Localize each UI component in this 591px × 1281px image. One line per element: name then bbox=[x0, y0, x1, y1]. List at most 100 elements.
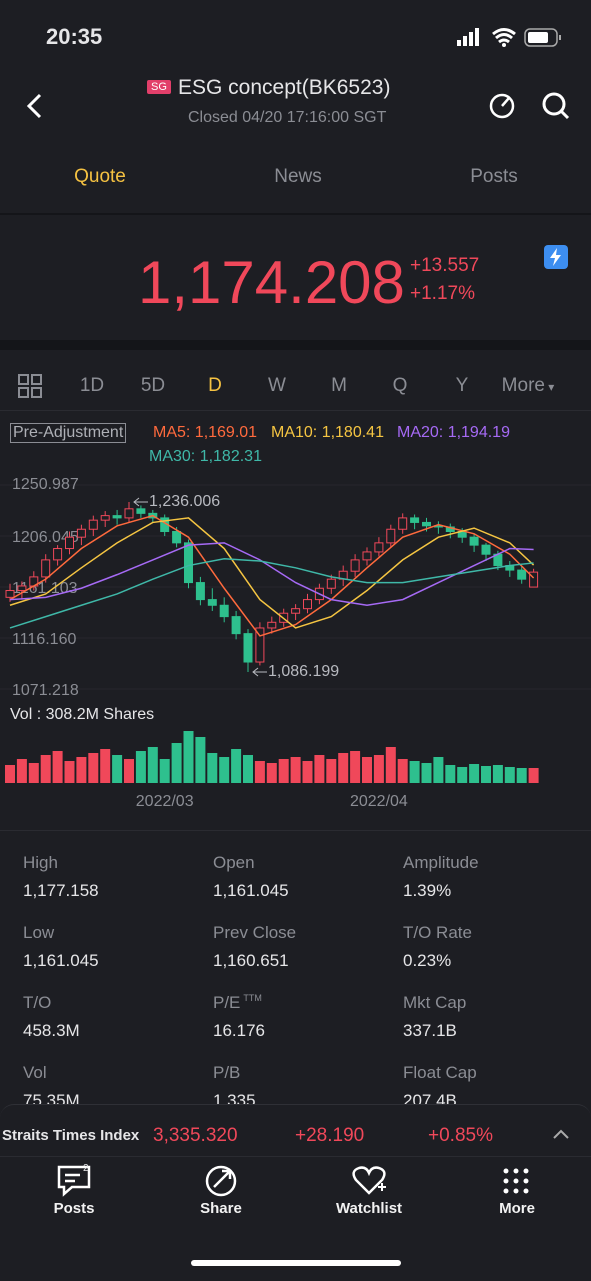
volume-bar bbox=[373, 755, 384, 783]
expand-icon[interactable] bbox=[551, 1126, 571, 1142]
stat-value: 1.39% bbox=[403, 881, 452, 900]
period-tab[interactable]: 5D bbox=[140, 375, 166, 396]
layout-icon[interactable] bbox=[18, 374, 42, 398]
nav-item[interactable]: Watchlist bbox=[335, 1200, 403, 1217]
volume-bar bbox=[278, 759, 289, 783]
period-tab[interactable]: Q bbox=[392, 375, 408, 396]
ma-label: MA30: 1,182.31 bbox=[149, 448, 262, 465]
tab[interactable]: Quote bbox=[74, 166, 126, 187]
volume-bar bbox=[64, 761, 75, 783]
volume-bar bbox=[195, 737, 206, 783]
candle-body bbox=[350, 559, 360, 572]
volume-bar bbox=[52, 751, 63, 783]
stat-item: Mkt Cap 337.1B bbox=[403, 993, 591, 1041]
stat-sup: TTM bbox=[243, 993, 262, 1004]
divider bbox=[0, 830, 591, 831]
nav-item[interactable]: Posts bbox=[53, 1200, 95, 1217]
candle-body bbox=[172, 531, 182, 544]
clock: 20:35 bbox=[46, 24, 103, 49]
candle-body bbox=[374, 542, 384, 553]
y-tick-label: 1250.987 bbox=[12, 476, 79, 493]
flash-icon[interactable] bbox=[544, 245, 568, 269]
nav-item[interactable]: Share bbox=[200, 1200, 242, 1217]
period-tab[interactable]: M bbox=[331, 375, 347, 396]
tab[interactable]: Posts bbox=[470, 166, 518, 187]
stat-label: Prev Close bbox=[213, 923, 297, 942]
ma-label: MA5: 1,169.01 bbox=[153, 424, 258, 441]
period-tab[interactable]: D bbox=[208, 375, 222, 396]
volume-bar bbox=[124, 759, 134, 783]
header-actions[interactable] bbox=[488, 90, 572, 122]
ma-label: MA20: 1,194.19 bbox=[397, 424, 510, 441]
stat-label: P/E TTM bbox=[213, 993, 262, 1012]
volume-bar bbox=[481, 766, 491, 783]
volume-bar bbox=[135, 751, 146, 783]
index-last: 3,335.320 bbox=[153, 1125, 238, 1146]
volume-bar bbox=[171, 743, 182, 783]
period-tab[interactable]: Y bbox=[455, 375, 469, 396]
candle-body bbox=[5, 590, 15, 598]
index-pct: +0.85% bbox=[428, 1125, 493, 1146]
stat-label: T/O bbox=[23, 993, 52, 1012]
ma-line bbox=[9, 514, 535, 637]
volume-bar bbox=[362, 757, 372, 783]
volume-label: Vol : 308.2M Shares bbox=[10, 706, 155, 723]
volume-bar bbox=[445, 765, 456, 783]
candle-body bbox=[362, 551, 372, 561]
stat-item: High 1,177.158 bbox=[23, 853, 213, 901]
volume-bar bbox=[314, 755, 325, 783]
extreme-arrow bbox=[252, 667, 267, 677]
period-tab[interactable]: 1D bbox=[79, 375, 105, 396]
candle-body bbox=[529, 571, 539, 588]
candle-body bbox=[410, 517, 420, 523]
candle-body bbox=[53, 548, 63, 561]
nav-item[interactable]: More bbox=[499, 1200, 535, 1217]
extreme-label: 1,236.006 bbox=[149, 493, 220, 510]
x-tick-label: 2022/03 bbox=[136, 793, 194, 810]
volume-bar bbox=[28, 763, 39, 783]
volume-bar bbox=[5, 765, 15, 783]
stat-item: T/O 458.3M bbox=[23, 993, 213, 1041]
stat-item: P/E TTM 16.176 bbox=[213, 993, 403, 1041]
period-tab[interactable]: More ▾ bbox=[501, 375, 555, 396]
volume-bar bbox=[302, 761, 313, 783]
volume-bar bbox=[350, 751, 361, 783]
ma-label: MA10: 1,180.41 bbox=[271, 424, 384, 441]
back-button[interactable] bbox=[24, 92, 48, 120]
index-name[interactable]: Straits Times Index bbox=[2, 1127, 140, 1144]
price-change-pct: +1.17% bbox=[410, 283, 475, 304]
extreme-label: 1,086.199 bbox=[268, 663, 339, 680]
volume-bar bbox=[433, 757, 444, 783]
stat-item: T/O Rate 0.23% bbox=[403, 923, 591, 971]
candle-body bbox=[195, 582, 205, 601]
kline-chart: 1250.9871206.0451161.1031116.1601071.218… bbox=[5, 476, 539, 811]
volume-bar bbox=[207, 753, 218, 783]
stat-label: High bbox=[23, 853, 58, 872]
divider bbox=[0, 213, 591, 215]
stat-label: Vol bbox=[23, 1063, 47, 1082]
stock-title: ESG concept(BK6523) bbox=[178, 76, 391, 99]
status-icons bbox=[457, 28, 561, 47]
period-tab[interactable]: W bbox=[268, 375, 286, 396]
stat-value: 1,161.045 bbox=[23, 951, 99, 970]
volume-bar bbox=[492, 765, 503, 783]
volume-bar bbox=[409, 761, 420, 783]
candle-body bbox=[291, 608, 301, 614]
candle-body bbox=[65, 536, 74, 550]
stat-label: Low bbox=[23, 923, 55, 942]
adjust-toggle[interactable]: Pre-Adjustment bbox=[10, 423, 127, 443]
volume-bar bbox=[76, 757, 87, 783]
volume-bar bbox=[266, 763, 277, 783]
candle-body bbox=[124, 508, 134, 519]
candle-body bbox=[267, 621, 277, 629]
extreme-arrow bbox=[133, 497, 148, 507]
stat-value: 337.1B bbox=[403, 1021, 457, 1040]
stat-label: P/B bbox=[213, 1063, 241, 1082]
volume-bar bbox=[100, 749, 111, 783]
ma-line bbox=[9, 517, 535, 629]
volume-bar bbox=[147, 747, 158, 783]
market-status: Closed 04/20 17:16:00 SGT bbox=[188, 109, 387, 126]
volume-bar bbox=[504, 767, 515, 783]
tab[interactable]: News bbox=[274, 166, 322, 187]
